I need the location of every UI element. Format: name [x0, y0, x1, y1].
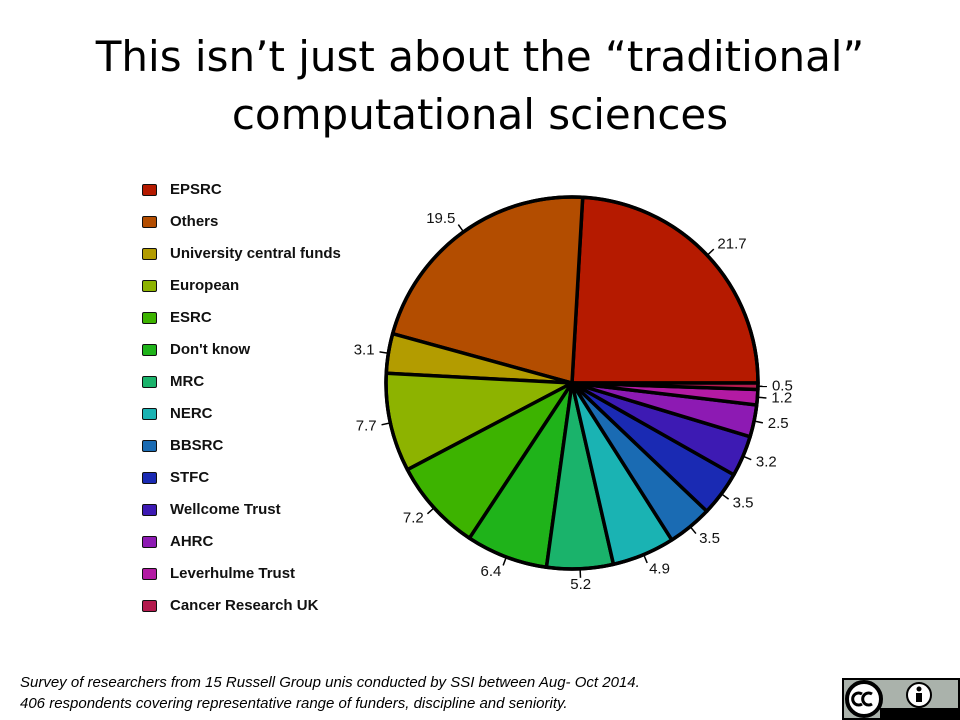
by-head	[916, 686, 922, 692]
legend-label: MRC	[170, 373, 205, 390]
legend-swatch	[142, 536, 157, 548]
legend-item: STFC	[142, 468, 342, 487]
pie-slice	[570, 195, 760, 385]
data-label: 7.2	[403, 510, 424, 527]
legend-label: Leverhulme Trust	[170, 565, 296, 582]
legend-swatch	[142, 216, 157, 228]
by-body	[916, 693, 922, 702]
data-label: 5.2	[570, 576, 591, 593]
legend-swatch	[142, 600, 157, 612]
legend-swatch	[142, 472, 157, 484]
data-label: 3.5	[733, 494, 754, 511]
data-label: 3.5	[699, 530, 720, 547]
legend-item: ESRC	[142, 308, 342, 327]
legend-label: ESRC	[170, 309, 212, 326]
legend: EPSRC Others University central funds Europ…	[142, 180, 342, 628]
footnote: Survey of researchers from 15 Russell Gr…	[20, 674, 640, 691]
legend-item: BBSRC	[142, 436, 342, 455]
legend-swatch	[142, 312, 157, 324]
legend-item: University central funds	[142, 244, 342, 263]
data-label: 2.5	[768, 415, 789, 432]
legend-label: European	[170, 277, 240, 294]
legend-item: European	[142, 276, 342, 295]
legend-label: AHRC	[170, 533, 214, 550]
data-label: 3.2	[756, 453, 777, 470]
footnote: 406 respondents covering representative …	[20, 695, 568, 712]
legend-swatch	[142, 248, 157, 260]
legend-swatch	[142, 280, 157, 292]
legend-label: University central funds	[170, 245, 341, 262]
legend-label: Cancer Research UK	[170, 597, 319, 614]
data-label: 7.7	[356, 417, 377, 434]
icon-band	[880, 708, 958, 718]
legend-label: STFC	[170, 469, 210, 486]
legend-swatch	[142, 376, 157, 388]
data-label: 0.5	[772, 377, 793, 394]
legend-swatch	[142, 344, 157, 356]
legend-item: Wellcome Trust	[142, 500, 342, 519]
cc-by-icon	[842, 678, 960, 720]
data-label: 21.7	[717, 235, 746, 252]
data-label: 19.5	[426, 210, 455, 227]
legend-item: Leverhulme Trust	[142, 564, 342, 583]
data-label: 6.4	[481, 563, 502, 580]
legend-label: NERC	[170, 405, 213, 422]
data-label: 1.2	[771, 389, 792, 406]
legend-label: Wellcome Trust	[170, 501, 281, 518]
legend-label: EPSRC	[170, 181, 222, 198]
legend-swatch	[142, 184, 157, 196]
legend-item: MRC	[142, 372, 342, 391]
legend-item: Cancer Research UK	[142, 596, 342, 615]
data-label: 3.1	[354, 342, 375, 359]
legend-swatch	[142, 504, 157, 516]
cc-glyph	[851, 691, 873, 707]
legend-item: Don't know	[142, 340, 342, 359]
pie-outline	[384, 195, 760, 571]
legend-label: Others	[170, 213, 219, 230]
legend-item: EPSRC	[142, 180, 342, 199]
legend-swatch	[142, 408, 157, 420]
legend-swatch	[142, 568, 157, 580]
legend-item: NERC	[142, 404, 342, 423]
legend-item: Others	[142, 212, 342, 231]
legend-item: AHRC	[142, 532, 342, 551]
legend-label: Don't know	[170, 341, 251, 358]
data-label: 4.9	[649, 560, 670, 577]
legend-swatch	[142, 440, 157, 452]
slide-title: This isn’t just about the “traditional” …	[95, 32, 865, 139]
legend-label: BBSRC	[170, 437, 224, 454]
